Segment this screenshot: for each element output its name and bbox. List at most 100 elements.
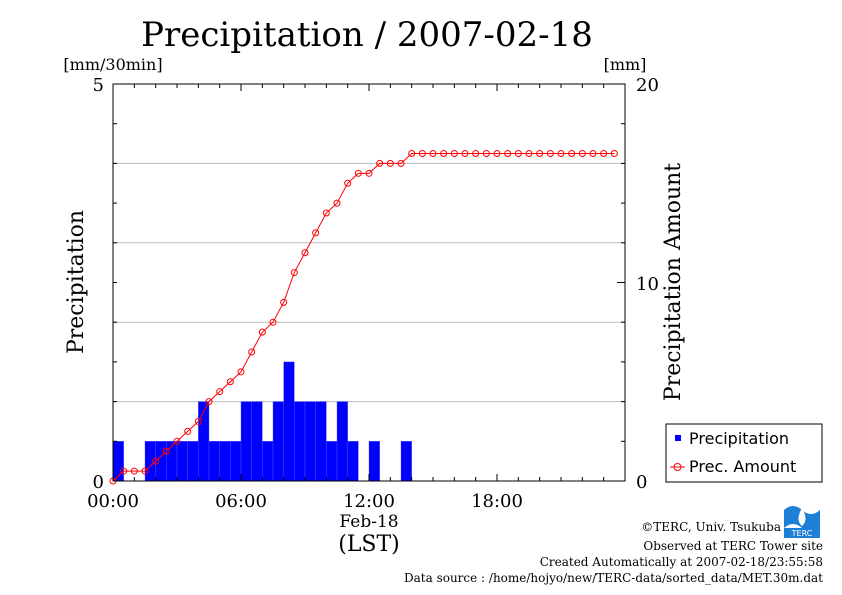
precipitation-bar xyxy=(155,441,167,482)
chart-title: Precipitation / 2007-02-18 xyxy=(141,15,593,55)
precipitation-bar xyxy=(187,441,199,482)
amount-point xyxy=(525,149,533,157)
x-tick-label: 12:00 xyxy=(343,491,395,512)
precipitation-bar xyxy=(208,441,220,482)
amount-point xyxy=(536,149,544,157)
amount-point xyxy=(600,149,608,157)
precipitation-bar xyxy=(315,401,327,482)
x-tick-label: 00:00 xyxy=(87,491,139,512)
left-axis-label: Precipitation xyxy=(64,210,89,354)
amount-point xyxy=(408,149,416,157)
precipitation-bar xyxy=(400,441,412,482)
precipitation-bar xyxy=(198,401,210,482)
precipitation-bar xyxy=(176,441,188,482)
x-axis-timezone-label: (LST) xyxy=(338,532,400,557)
amount-point xyxy=(152,457,160,465)
amount-point xyxy=(162,447,170,455)
right-tick-label: 20 xyxy=(636,75,659,96)
amount-point xyxy=(258,328,266,336)
amount-point xyxy=(322,209,330,217)
amount-point xyxy=(237,368,245,376)
amount-point xyxy=(504,149,512,157)
copyright-text: ©TERC, Univ. Tsukuba xyxy=(641,520,781,534)
precipitation-bar xyxy=(112,441,124,482)
amount-point xyxy=(440,149,448,157)
amount-point xyxy=(173,437,181,445)
amount-point xyxy=(344,179,352,187)
right-tick-label: 10 xyxy=(636,274,659,295)
left-tick-label: 0 xyxy=(93,472,104,493)
amount-point xyxy=(557,149,565,157)
amount-point xyxy=(248,348,256,356)
precipitation-bar xyxy=(336,401,348,482)
precipitation-bar xyxy=(304,401,316,482)
amount-point xyxy=(461,149,469,157)
gridlines xyxy=(113,162,625,403)
left-tick-label: 5 xyxy=(93,75,104,96)
precipitation-bar xyxy=(347,441,359,482)
amount-point xyxy=(194,417,202,425)
amount-point xyxy=(472,149,480,157)
amount-point xyxy=(130,467,138,475)
left-axis-unit: [mm/30min] xyxy=(63,55,162,74)
legend-label-amount: Prec. Amount xyxy=(689,457,796,476)
legend-line-marker xyxy=(673,463,682,471)
terc-logo: TERC xyxy=(784,506,820,538)
right-axis-label: Precipitation Amount xyxy=(661,163,686,401)
amount-point xyxy=(216,388,224,396)
legend: Precipitation Prec. Amount xyxy=(665,423,823,483)
legend-box xyxy=(665,423,823,483)
amount-point xyxy=(333,199,341,207)
right-axis-unit: [mm] xyxy=(604,55,647,74)
amount-point xyxy=(386,159,394,167)
x-tick-label: 06:00 xyxy=(215,491,267,512)
precipitation-bar xyxy=(219,441,231,482)
amount-point xyxy=(226,378,234,386)
data-source-text: Data source : /home/hojyo/new/TERC-data/… xyxy=(404,571,823,585)
precipitation-bar xyxy=(283,361,295,482)
amount-point xyxy=(493,149,501,157)
amount-point xyxy=(482,149,490,157)
logo-text: TERC xyxy=(791,529,813,538)
logo-band xyxy=(784,528,820,538)
amount-point xyxy=(418,149,426,157)
amount-point xyxy=(397,159,405,167)
amount-point xyxy=(301,249,309,257)
footer-credits: ©TERC, Univ. Tsukuba Observed at TERC To… xyxy=(404,520,823,585)
created-text: Created Automatically at 2007-02-18/23:5… xyxy=(540,555,823,569)
amount-point xyxy=(205,398,213,406)
amount-point xyxy=(290,269,298,277)
precipitation-bar xyxy=(166,441,178,482)
amount-point xyxy=(546,149,554,157)
observed-text: Observed at TERC Tower site xyxy=(643,539,823,553)
precipitation-bars xyxy=(112,361,412,482)
amount-point xyxy=(429,149,437,157)
amount-point xyxy=(376,159,384,167)
precipitation-bar xyxy=(326,441,338,482)
amount-point xyxy=(610,149,618,157)
precipitation-bar xyxy=(230,441,242,482)
amount-point xyxy=(578,149,586,157)
amount-line-path xyxy=(112,152,615,482)
precipitation-bar xyxy=(294,401,306,482)
right-tick-label: 0 xyxy=(636,472,647,493)
precipitation-amount-line xyxy=(109,149,618,485)
precipitation-bar xyxy=(368,441,380,482)
legend-bar-swatch xyxy=(675,435,681,441)
amount-point xyxy=(141,467,149,475)
precipitation-bar xyxy=(272,401,284,482)
amount-point xyxy=(514,149,522,157)
precipitation-bar xyxy=(262,441,274,482)
amount-point xyxy=(365,169,373,177)
amount-point xyxy=(450,149,458,157)
amount-point xyxy=(184,427,192,435)
precipitation-bar xyxy=(240,401,252,482)
amount-point xyxy=(120,467,128,475)
amount-point xyxy=(589,149,597,157)
x-axis-date-label: Feb-18 xyxy=(339,512,398,532)
logo-drop xyxy=(798,508,806,526)
amount-point xyxy=(312,229,320,237)
precipitation-bar xyxy=(144,441,156,482)
axis-ticks xyxy=(112,83,626,482)
